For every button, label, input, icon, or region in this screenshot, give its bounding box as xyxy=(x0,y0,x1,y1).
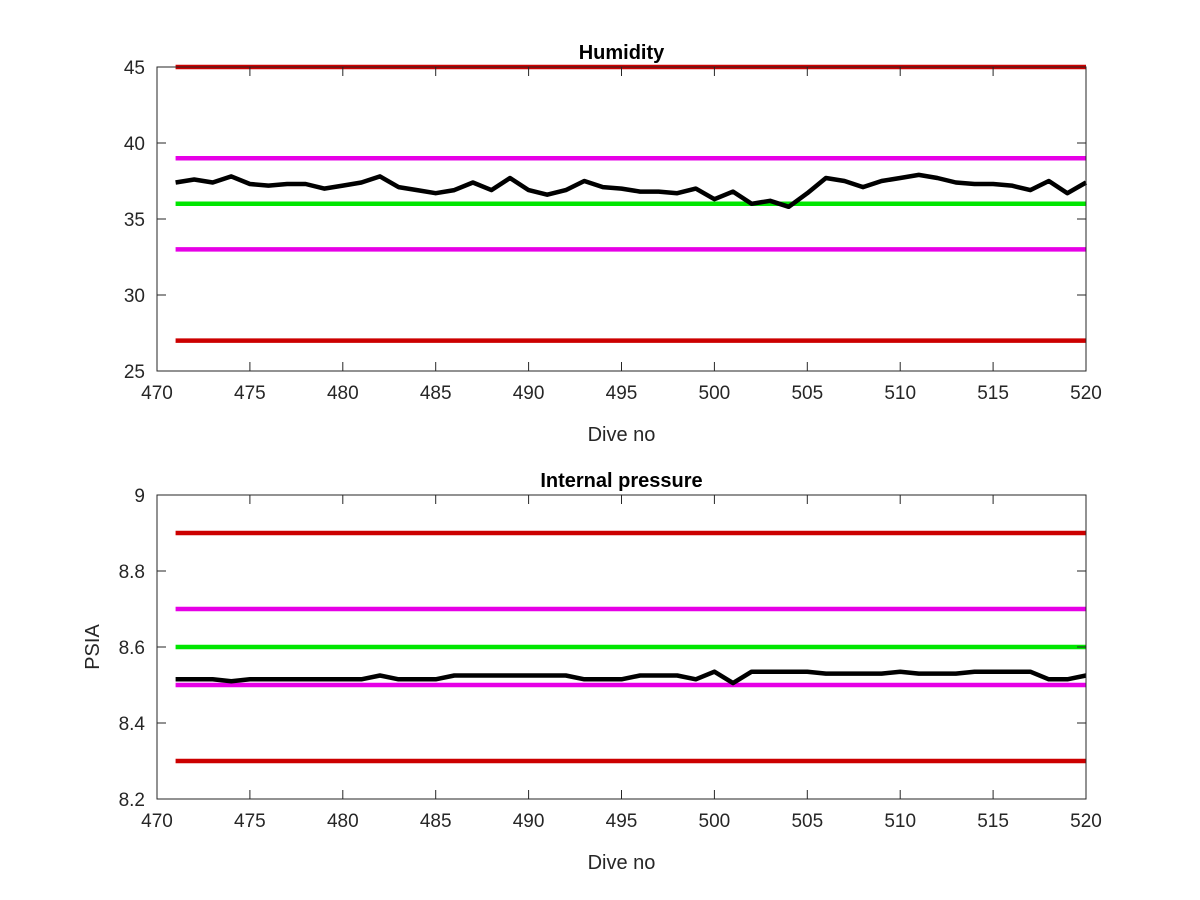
pressure-title: Internal pressure xyxy=(540,470,702,492)
pressure-x-tick-label: 485 xyxy=(420,811,452,832)
humidity-x-tick-label: 505 xyxy=(791,383,823,404)
humidity-x-tick-label: 515 xyxy=(977,383,1009,404)
pressure-y-tick-label: 8.8 xyxy=(119,562,145,583)
humidity-x-tick-label: 520 xyxy=(1070,383,1102,404)
pressure-chart: 470 475 480 485 490 495 500 505 510 515 520 8.2 8.4 8… xyxy=(82,470,1102,874)
pressure-y-tick-label: 8.4 xyxy=(119,714,146,735)
pressure-x-tick-label: 495 xyxy=(606,811,638,832)
pressure-x-tick-label: 520 xyxy=(1070,811,1102,832)
humidity-series-line-0 xyxy=(175,172,1088,210)
pressure-x-tick-label: 515 xyxy=(977,811,1009,832)
humidity-x-tick-label: 485 xyxy=(420,383,452,404)
pressure-x-tick-label: 500 xyxy=(699,811,731,832)
pressure-x-tick-label: 480 xyxy=(327,811,359,832)
humidity-y-tick-label: 45 xyxy=(124,58,145,79)
pressure-y-axis-label: PSIA xyxy=(82,624,104,670)
humidity-chart: 470 475 480 485 490 495 500 505 510 515 520 25 30 35 4… xyxy=(124,42,1102,446)
humidity-title: Humidity xyxy=(579,42,665,64)
pressure-x-tick-label: 510 xyxy=(884,811,916,832)
humidity-x-tick-label: 470 xyxy=(141,383,173,404)
pressure-x-axis-label: Dive no xyxy=(588,852,656,874)
humidity-x-tick-label: 480 xyxy=(327,383,359,404)
pressure-series-line-0 xyxy=(175,669,1087,686)
pressure-x-tick-label: 490 xyxy=(513,811,545,832)
humidity-x-tick-label: 490 xyxy=(513,383,545,404)
humidity-x-tick-label: 500 xyxy=(699,383,731,404)
humidity-x-tick-label: 495 xyxy=(606,383,638,404)
humidity-y-tick-label: 40 xyxy=(124,134,145,155)
humidity-x-tick-label: 510 xyxy=(884,383,916,404)
humidity-plot-area xyxy=(157,67,1086,371)
humidity-x-tick-label: 475 xyxy=(234,383,266,404)
pressure-x-tick-label: 475 xyxy=(234,811,266,832)
pressure-x-tick-label: 505 xyxy=(791,811,823,832)
pressure-y-tick-label: 8.2 xyxy=(119,790,145,811)
pressure-x-tick-label: 470 xyxy=(141,811,173,832)
humidity-y-tick-label: 35 xyxy=(124,210,145,231)
pressure-y-tick-label: 8.6 xyxy=(119,638,145,659)
humidity-y-tick-label: 25 xyxy=(124,362,145,383)
humidity-y-tick-label: 30 xyxy=(124,286,145,307)
humidity-x-axis-label: Dive no xyxy=(588,424,656,446)
pressure-y-tick-label: 9 xyxy=(134,486,145,507)
